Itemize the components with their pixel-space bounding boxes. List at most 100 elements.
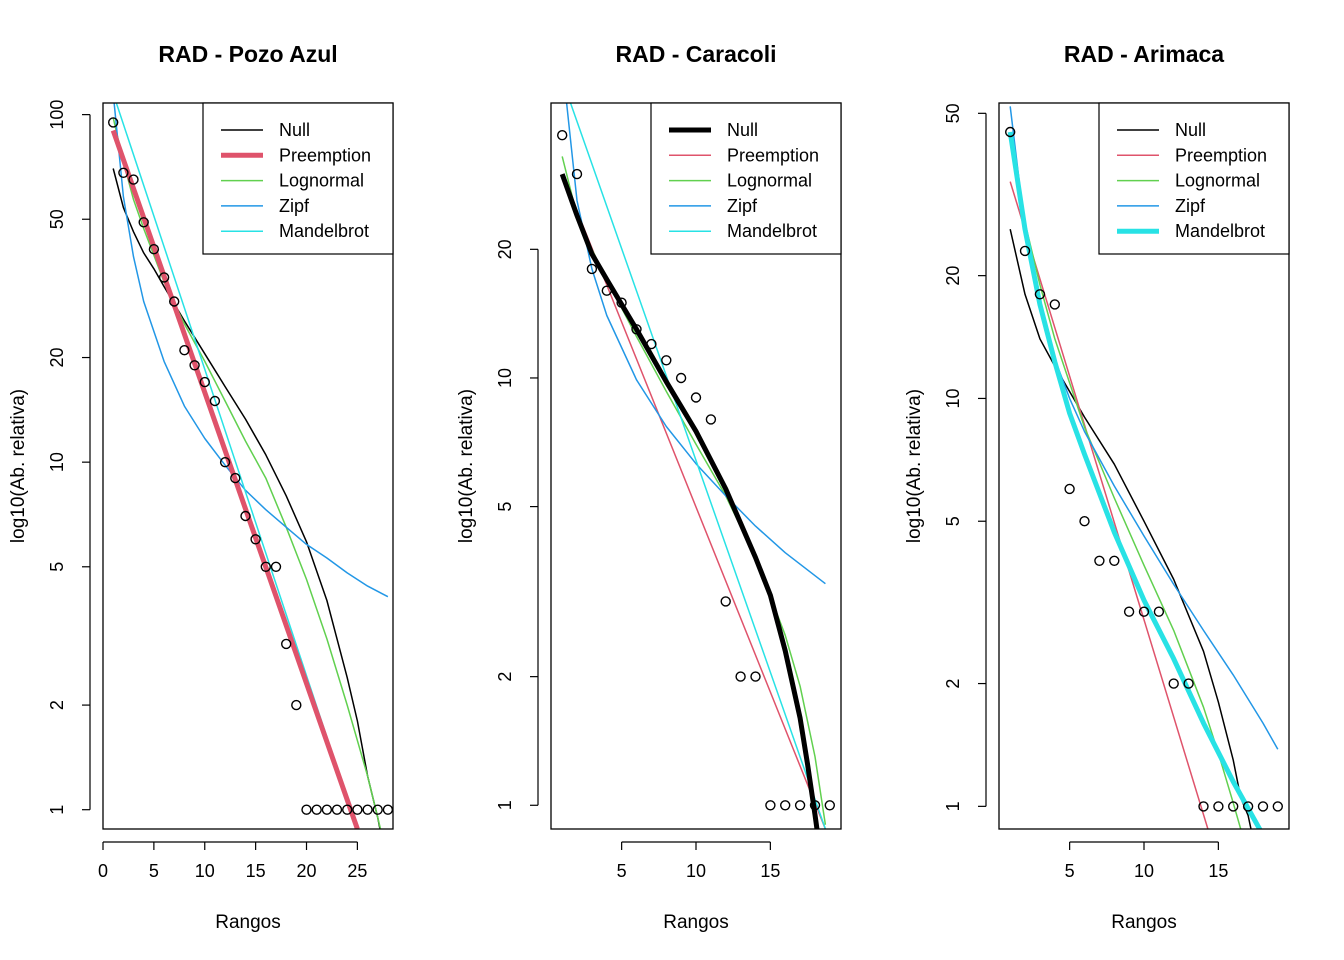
data-point <box>690 392 702 403</box>
y-tick-label: 5 <box>943 516 963 526</box>
x-axis-label: Rangos <box>1111 912 1177 933</box>
data-point <box>1019 245 1031 257</box>
legend-label-lognormal: Lognormal <box>727 171 812 191</box>
data-point <box>1138 606 1150 617</box>
x-tick-label: 20 <box>296 861 316 881</box>
panel-2: RAD - Caracoli Rangos log10(Ab. relativa) 5… <box>456 41 842 933</box>
data-point <box>735 671 746 682</box>
legend-box <box>202 102 394 255</box>
data-point <box>1213 801 1224 812</box>
plot-area <box>1005 106 1284 829</box>
series-line-null <box>1009 229 1252 829</box>
legend-label-zipf: Zipf <box>279 196 310 216</box>
data-point <box>291 699 302 711</box>
data-point <box>1123 606 1135 617</box>
series-line-preemption <box>1009 181 1209 829</box>
data-point <box>1079 516 1090 527</box>
y-axis-label: log10(Ab. relativa) <box>904 389 925 543</box>
y-tick-label: 1 <box>495 800 515 810</box>
chart-title: RAD - Caracoli <box>615 41 776 67</box>
data-point <box>118 167 129 179</box>
y-tick-label: 20 <box>495 239 515 259</box>
data-point <box>321 804 333 815</box>
legend-label-lognormal: Lognormal <box>279 171 364 191</box>
x-tick-label: 15 <box>760 861 780 881</box>
y-tick-label: 2 <box>495 672 515 682</box>
series-line-lognormal <box>561 156 827 825</box>
data-point <box>824 800 835 811</box>
legend-label-preemption: Preemption <box>1175 145 1267 165</box>
y-tick-label: 100 <box>47 100 67 130</box>
data-point <box>720 596 731 607</box>
data-point <box>199 376 211 388</box>
data-point <box>352 804 363 815</box>
data-point <box>794 800 806 811</box>
y-tick-label: 50 <box>47 209 67 229</box>
data-point <box>765 800 776 811</box>
data-point <box>780 800 791 811</box>
data-point <box>1227 801 1239 812</box>
legend-label-lognormal: Lognormal <box>1175 171 1260 191</box>
plot-area <box>107 103 393 829</box>
data-point <box>1094 555 1105 566</box>
y-tick-label: 10 <box>943 388 963 408</box>
data-point <box>1168 678 1179 689</box>
data-point <box>270 561 282 572</box>
y-axis-label: log10(Ab. relativa) <box>8 389 29 543</box>
x-tick-label: 10 <box>686 861 706 881</box>
data-point <box>240 510 251 522</box>
x-tick-label: 15 <box>246 861 266 881</box>
data-point <box>128 174 139 185</box>
data-point <box>675 372 687 384</box>
y-tick-label: 2 <box>943 679 963 689</box>
legend-label-mandelbrot: Mandelbrot <box>1175 221 1265 241</box>
panel-3: RAD - Arimaca Rangos log10(Ab. relativa) 5 1… <box>904 41 1290 933</box>
data-point <box>230 472 241 484</box>
x-tick-label: 5 <box>617 861 627 881</box>
x-tick-label: 0 <box>98 861 108 881</box>
data-point <box>1257 801 1269 812</box>
data-point <box>557 129 568 141</box>
x-axis-label: Rangos <box>215 912 281 933</box>
y-tick-label: 20 <box>47 348 67 368</box>
chart-title: RAD - Pozo Azul <box>158 41 337 67</box>
data-point <box>148 243 160 255</box>
data-point <box>189 360 200 371</box>
panel-1: RAD - Pozo Azul Rangos log10(Ab. relativa)… <box>8 41 394 933</box>
data-point <box>209 395 221 407</box>
data-point <box>1034 289 1046 300</box>
data-point <box>1272 801 1284 812</box>
legend: Null Preemption Lognormal Zipf Mandelbrot <box>1098 102 1290 255</box>
series-line-null <box>559 173 820 829</box>
y-tick-label: 2 <box>47 700 67 710</box>
legend-label-null: Null <box>727 120 758 140</box>
data-point <box>168 296 180 307</box>
x-tick-label: 10 <box>195 861 215 881</box>
legend-label-preemption: Preemption <box>279 145 371 165</box>
data-point <box>260 561 271 572</box>
legend-label-preemption: Preemption <box>727 145 819 165</box>
data-point <box>750 671 761 682</box>
data-point <box>631 324 642 335</box>
data-point <box>1005 126 1016 138</box>
series-line-mandelbrot <box>1007 131 1263 829</box>
x-tick-label: 25 <box>347 861 367 881</box>
data-point <box>219 457 231 468</box>
data-point <box>571 168 583 180</box>
data-point <box>646 338 657 350</box>
data-point <box>250 534 261 545</box>
legend-label-mandelbrot: Mandelbrot <box>279 221 369 241</box>
series-line-mandelbrot <box>569 103 827 829</box>
y-tick-label: 5 <box>47 562 67 572</box>
data-point <box>1153 606 1165 617</box>
y-axis-label: log10(Ab. relativa) <box>456 389 477 543</box>
data-point <box>1109 555 1120 566</box>
y-tick-label: 1 <box>47 805 67 815</box>
data-point <box>362 804 373 815</box>
data-point <box>616 297 627 308</box>
data-point <box>138 217 149 228</box>
y-tick-label: 20 <box>943 266 963 286</box>
data-point <box>342 804 353 815</box>
data-point <box>382 804 393 815</box>
data-point <box>179 345 190 356</box>
